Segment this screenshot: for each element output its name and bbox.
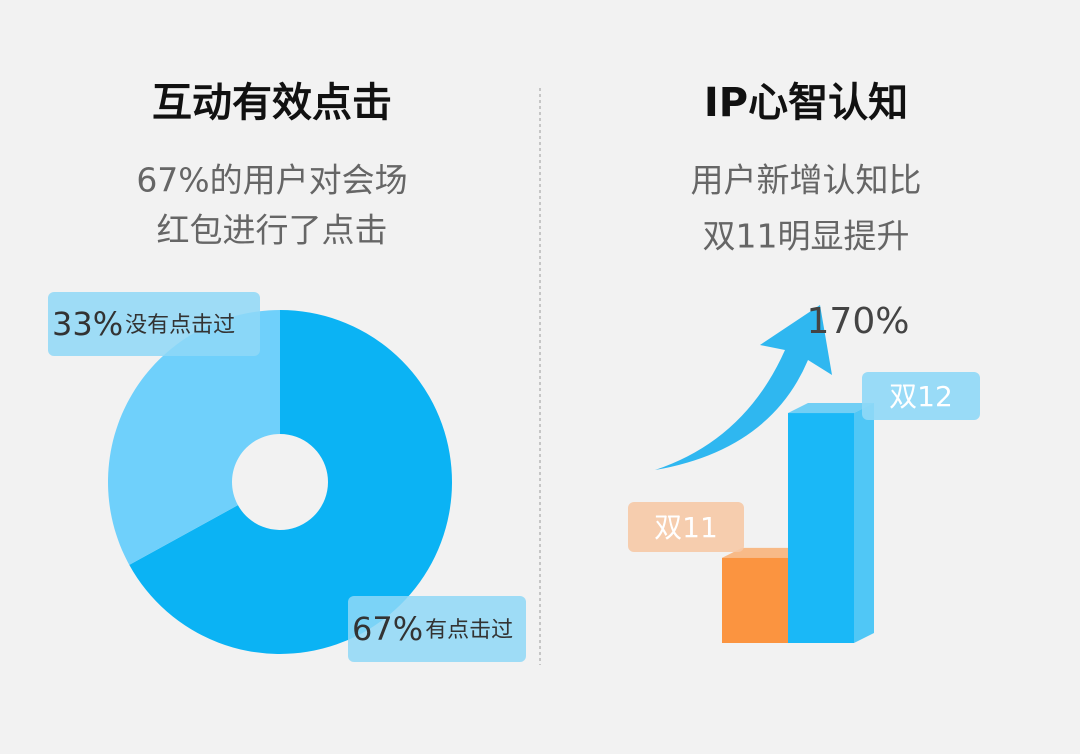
value-label: 33% (52, 305, 123, 343)
bar-top (722, 547, 808, 558)
category-label: 双11 (654, 511, 718, 544)
subtitle: 67%的用户对会场 (136, 161, 407, 200)
subtitle: 用户新增认知比 (691, 161, 922, 200)
subtitle: 红包进行了点击 (157, 211, 388, 250)
bar-top (788, 403, 874, 414)
annotation: 170% (807, 301, 910, 342)
label-box (628, 502, 744, 552)
chart-title: IP心智认知 (704, 80, 908, 126)
pie-slice (107, 310, 281, 565)
bar-side (854, 403, 874, 643)
category-label: 没有点击过 (125, 313, 235, 338)
label-box (348, 596, 526, 662)
subtitle: 双11明显提升 (703, 217, 910, 256)
growth-arrow (655, 305, 832, 470)
chart-title: 互动有效点击 (152, 80, 392, 126)
category-label: 双12 (889, 380, 953, 413)
pie-slice (129, 310, 452, 654)
label-box (862, 372, 980, 420)
label-box (48, 292, 260, 356)
value-label: 67% (352, 610, 423, 648)
bar (788, 413, 854, 643)
bar (722, 557, 788, 643)
category-label: 有点击过 (425, 618, 513, 643)
